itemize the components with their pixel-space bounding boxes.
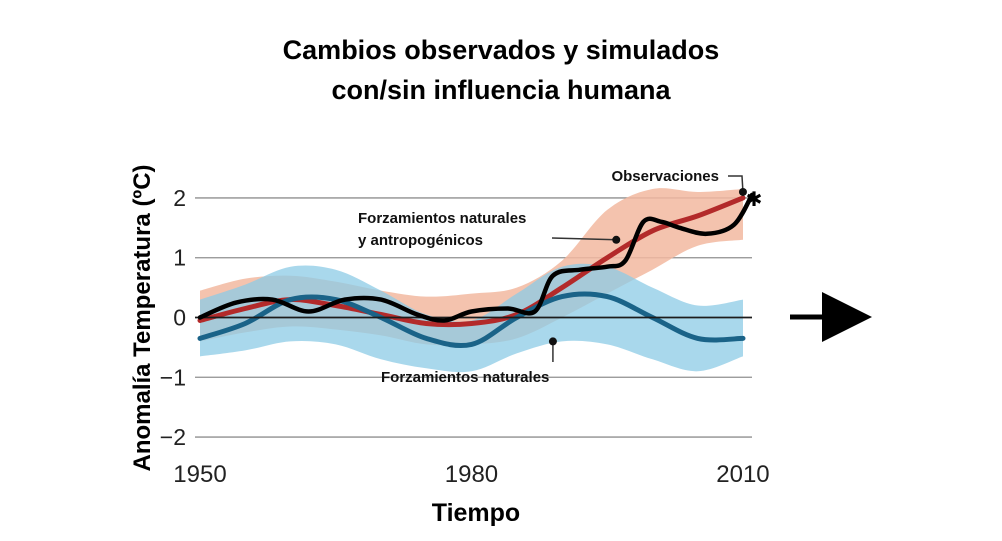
chart-title-line-2: con/sin influencia humana: [331, 75, 671, 105]
annotation-dot: [612, 235, 621, 244]
observations-layer: [197, 192, 755, 323]
annotation-pointer: [728, 175, 744, 193]
annotations-layer: Observaciones ✱ Forzamientos naturales y an…: [358, 168, 762, 386]
x-tick-label: 1980: [445, 461, 498, 488]
annotation-natural-anthropogenic-line-1: Forzamientos naturales: [358, 210, 526, 227]
y-tick-label: 1: [173, 245, 186, 271]
band-natural: [200, 263, 743, 373]
y-axis-label: Anomalía Temperatura (ºC): [129, 164, 156, 471]
x-tick-label: 2010: [716, 461, 769, 488]
x-tick-label: 1950: [173, 461, 226, 488]
star-marker-icon: ✱: [746, 187, 763, 211]
y-tick-label: 0: [173, 305, 186, 331]
annotation-observaciones: Observaciones: [611, 168, 719, 185]
y-tick-label: −1: [160, 364, 186, 390]
x-axis-label: Tiempo: [432, 499, 520, 527]
annotation-dot: [738, 187, 747, 196]
chart-title-line-1: Cambios observados y simulados: [282, 35, 720, 65]
annotation-natural: Forzamientos naturales: [381, 369, 549, 386]
chart-title: Cambios observados y simulados con/sin i…: [0, 30, 1002, 110]
tick-labels: 2 1 0 −1 −2 1950 1980 2010: [160, 185, 770, 488]
series-line-observaciones: [197, 192, 755, 323]
y-tick-label: 2: [173, 185, 186, 211]
annotation-dot: [548, 337, 557, 346]
y-tick-label: −2: [160, 424, 186, 450]
annotation-natural-anthropogenic-line-2: y antropogénicos: [358, 232, 483, 249]
annotation-pointer: [551, 237, 617, 241]
